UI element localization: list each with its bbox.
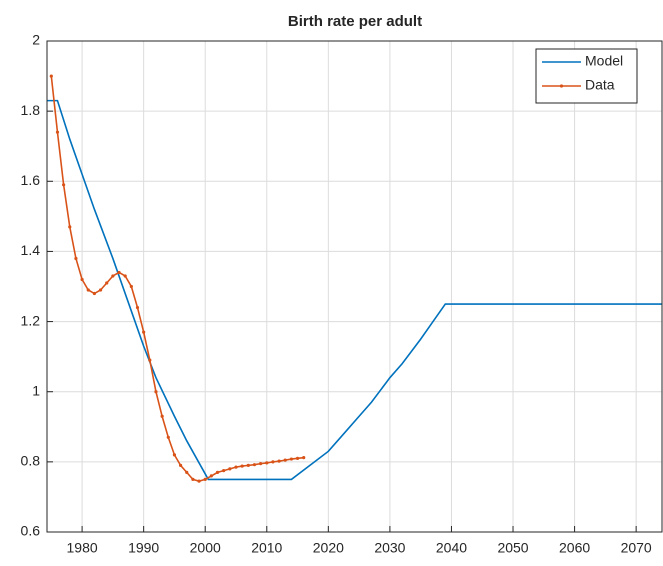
y-tick-label: 1.4 (21, 242, 41, 258)
series-line (50, 75, 304, 482)
data-point (222, 469, 226, 473)
y-tick-label: 1 (32, 382, 40, 398)
axes-box (46, 40, 663, 533)
data-point (117, 270, 121, 275)
data-point (68, 225, 72, 229)
x-tick-label: 2030 (374, 540, 405, 556)
x-tick-label: 2060 (559, 540, 590, 556)
data-point (86, 288, 90, 292)
data-point (62, 183, 66, 187)
data-point (166, 435, 170, 439)
plot-area (47, 74, 662, 483)
data-point (252, 463, 257, 467)
legend-box (535, 48, 638, 104)
y-tick-label: 0.8 (21, 453, 41, 469)
data-point (142, 330, 146, 334)
data-point (259, 462, 263, 466)
data-point (74, 256, 78, 261)
data-point (123, 274, 127, 278)
data-point (92, 291, 97, 296)
chart-title: Birth rate per adult (288, 13, 422, 30)
data-point (178, 463, 183, 467)
y-tick-label: 0.6 (21, 523, 41, 539)
data-point (277, 459, 281, 463)
x-tick-label: 2020 (313, 540, 344, 556)
data-point (172, 453, 177, 457)
x-tick-label: 1980 (67, 540, 98, 556)
y-tick-label: 1.6 (21, 172, 41, 188)
data-point (295, 456, 300, 460)
data-point (246, 463, 250, 467)
x-tick-label: 2050 (497, 540, 528, 556)
series-line (47, 99, 662, 481)
data-point (203, 477, 207, 481)
data-point (160, 414, 164, 418)
x-tick-label: 1990 (128, 540, 159, 556)
data-point (271, 460, 275, 464)
data-point (283, 458, 287, 462)
data-point (234, 465, 238, 469)
legend-label: Data (585, 77, 615, 93)
legend-label: Model (585, 53, 623, 69)
data-point (105, 281, 109, 285)
data-point (49, 74, 53, 78)
y-tick-label: 1.8 (21, 102, 41, 118)
data-point (289, 457, 293, 461)
x-tick-label: 2070 (621, 540, 652, 556)
data-point (302, 456, 306, 460)
data-point (197, 479, 201, 483)
data-point (191, 477, 195, 481)
data-point (111, 274, 115, 278)
y-tick-label: 1.2 (21, 312, 41, 328)
x-tick-label: 2040 (436, 540, 467, 556)
data-point (228, 467, 232, 471)
data-point (80, 277, 84, 282)
data-point (240, 464, 244, 468)
data-point (185, 470, 189, 474)
data-point (148, 358, 152, 362)
data-point (98, 288, 103, 292)
data-point (265, 461, 269, 465)
data-point (135, 305, 140, 310)
data-point (154, 390, 158, 394)
x-tick-label: 2000 (190, 540, 221, 556)
y-tick-label: 2 (32, 32, 40, 48)
legend-marker (559, 84, 564, 88)
x-tick-label: 2010 (251, 540, 282, 556)
data-point (209, 474, 213, 478)
data-point (55, 130, 60, 134)
data-point (215, 470, 220, 474)
data-point (129, 284, 133, 289)
